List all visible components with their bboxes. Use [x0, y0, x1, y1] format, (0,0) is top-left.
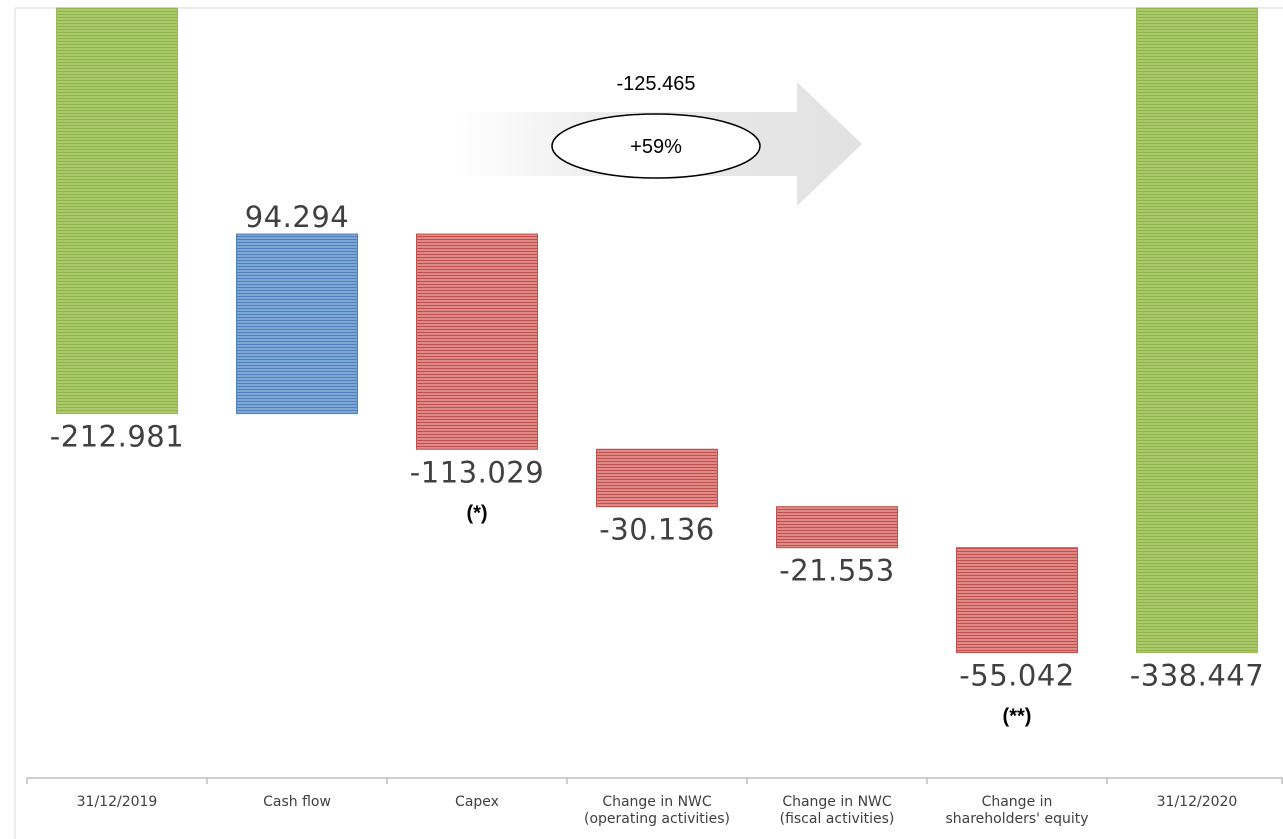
- category-label-5: Change in shareholders' equity: [945, 794, 1088, 827]
- value-label-1: 94.294: [245, 200, 349, 234]
- category-label-0: 31/12/2019: [77, 794, 158, 810]
- bar-3: [596, 448, 718, 508]
- note-label-5: (**): [1003, 706, 1032, 728]
- value-label-4: -21.553: [779, 554, 894, 588]
- percent-ellipse: [551, 113, 761, 179]
- bar-2: [416, 233, 538, 450]
- value-label-5: -55.042: [959, 659, 1074, 693]
- value-label-6: -338.447: [1130, 659, 1264, 693]
- x-axis-ticks: [26, 778, 1283, 784]
- value-label-2: -113.029: [410, 455, 544, 489]
- category-label-3: Change in NWC (operating activities): [584, 794, 730, 827]
- value-label-3: -30.136: [599, 513, 714, 547]
- category-label-1: Cash flow: [263, 794, 331, 810]
- bar-4: [776, 506, 898, 549]
- change-percent-label: +59%: [630, 136, 682, 158]
- bar-5: [956, 547, 1078, 654]
- category-label-2: Capex: [455, 794, 499, 810]
- trend-arrow: +59% -125.465: [455, 73, 862, 206]
- value-label-0: -212.981: [50, 420, 184, 454]
- bar-0: [56, 7, 178, 415]
- bars-layer: [56, 7, 1258, 654]
- category-label-4: Change in NWC (fiscal activities): [780, 794, 895, 827]
- note-label-2: (*): [466, 502, 487, 524]
- category-label-6: 31/12/2020: [1157, 794, 1238, 810]
- x-axis-tick-labels: 31/12/2019 Cash flow Capex Change in NWC (op…: [77, 794, 1238, 827]
- bar-6: [1136, 7, 1258, 654]
- change-value-label: -125.465: [617, 73, 696, 95]
- value-labels-layer: -212.981 94.294 -113.029 (*) -30.136 -21.553 -…: [50, 200, 1264, 727]
- bar-1: [236, 233, 358, 415]
